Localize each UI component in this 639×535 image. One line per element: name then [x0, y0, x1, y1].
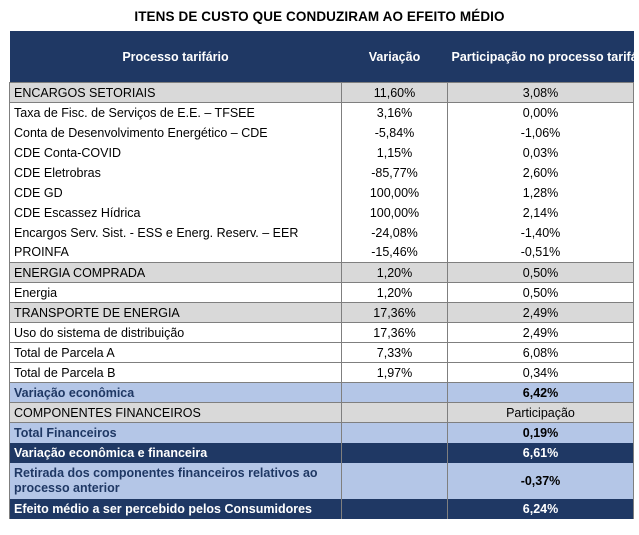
- row-participacao: 0,34%: [447, 362, 634, 383]
- row-label: Total de Parcela B: [9, 362, 342, 383]
- row-participacao: 0,03%: [447, 142, 634, 163]
- table-row: Uso do sistema de distribuição 17,36% 2,…: [9, 322, 634, 343]
- row-label: ENCARGOS SETORIAIS: [9, 82, 342, 103]
- row-variacao: 100,00%: [341, 202, 448, 223]
- table-row: Variação econômica 6,42%: [9, 382, 634, 403]
- row-variacao: -24,08%: [341, 222, 448, 243]
- row-label: Taxa de Fisc. de Serviços de E.E. – TFSE…: [9, 102, 342, 123]
- row-variacao: 17,36%: [341, 302, 448, 323]
- row-variacao: [341, 462, 448, 499]
- row-participacao: 6,61%: [447, 442, 634, 463]
- row-participacao: 1,28%: [447, 182, 634, 203]
- row-participacao: 3,08%: [447, 82, 634, 103]
- header-processo: Processo tarifário: [9, 31, 342, 83]
- row-label: Conta de Desenvolvimento Energético – CD…: [9, 122, 342, 143]
- row-variacao: 17,36%: [341, 322, 448, 343]
- row-label: Retirada dos componentes financeiros rel…: [9, 462, 342, 499]
- row-variacao: [341, 422, 448, 443]
- table-row: CDE Escassez Hídrica 100,00% 2,14%: [9, 202, 634, 223]
- row-participacao: 2,49%: [447, 322, 634, 343]
- row-variacao: 1,15%: [341, 142, 448, 163]
- row-participacao: 2,49%: [447, 302, 634, 323]
- row-label: CDE Escassez Hídrica: [9, 202, 342, 223]
- table-row: CDE Eletrobras -85,77% 2,60%: [9, 162, 634, 183]
- row-variacao: [341, 498, 448, 519]
- table-row: Total de Parcela B 1,97% 0,34%: [9, 362, 634, 383]
- row-label: Total de Parcela A: [9, 342, 342, 363]
- row-label: Variação econômica: [9, 382, 342, 403]
- row-label: Total Financeiros: [9, 422, 342, 443]
- table-row: COMPONENTES FINANCEIROS Participação: [9, 402, 634, 423]
- table-row: Encargos Serv. Sist. - ESS e Energ. Rese…: [9, 222, 634, 243]
- table-row: ENERGIA COMPRADA 1,20% 0,50%: [9, 262, 634, 283]
- row-label: CDE GD: [9, 182, 342, 203]
- row-participacao: 6,08%: [447, 342, 634, 363]
- table-row: Total de Parcela A 7,33% 6,08%: [9, 342, 634, 363]
- row-variacao: -5,84%: [341, 122, 448, 143]
- row-label: PROINFA: [9, 242, 342, 263]
- row-label: COMPONENTES FINANCEIROS: [9, 402, 342, 423]
- row-variacao: 1,20%: [341, 262, 448, 283]
- row-participacao: 2,60%: [447, 162, 634, 183]
- row-variacao: [341, 402, 448, 423]
- row-variacao: 1,20%: [341, 282, 448, 303]
- row-participacao: -1,40%: [447, 222, 634, 243]
- row-label: Encargos Serv. Sist. - ESS e Energ. Rese…: [9, 222, 342, 243]
- table-row: ENCARGOS SETORIAIS 11,60% 3,08%: [9, 82, 634, 103]
- row-label: CDE Eletrobras: [9, 162, 342, 183]
- row-label: TRANSPORTE DE ENERGIA: [9, 302, 342, 323]
- table-row: Efeito médio a ser percebido pelos Consu…: [9, 498, 634, 519]
- row-participacao: 0,19%: [447, 422, 634, 443]
- row-participacao: Participação: [447, 402, 634, 423]
- row-label: Uso do sistema de distribuição: [9, 322, 342, 343]
- row-variacao: 11,60%: [341, 82, 448, 103]
- row-label: ENERGIA COMPRADA: [9, 262, 342, 283]
- row-participacao: 6,24%: [447, 498, 634, 519]
- cost-items-table: Processo tarifário Variação Participação…: [9, 31, 634, 519]
- row-variacao: 100,00%: [341, 182, 448, 203]
- table-row: CDE GD 100,00% 1,28%: [9, 182, 634, 203]
- table-row: Conta de Desenvolvimento Energético – CD…: [9, 122, 634, 143]
- row-label: Energia: [9, 282, 342, 303]
- header-participacao: Participação no processo tarifário: [447, 31, 634, 83]
- row-participacao: 0,50%: [447, 262, 634, 283]
- row-variacao: -85,77%: [341, 162, 448, 183]
- row-variacao: 7,33%: [341, 342, 448, 363]
- row-label: CDE Conta-COVID: [9, 142, 342, 163]
- table-row: Retirada dos componentes financeiros rel…: [9, 462, 634, 499]
- table-row: CDE Conta-COVID 1,15% 0,03%: [9, 142, 634, 163]
- table-row: Total Financeiros 0,19%: [9, 422, 634, 443]
- header-variacao: Variação: [341, 31, 448, 83]
- row-label: Variação econômica e financeira: [9, 442, 342, 463]
- row-variacao: 3,16%: [341, 102, 448, 123]
- row-participacao: -1,06%: [447, 122, 634, 143]
- row-participacao: 0,00%: [447, 102, 634, 123]
- row-participacao: 0,50%: [447, 282, 634, 303]
- row-participacao: 6,42%: [447, 382, 634, 403]
- row-variacao: [341, 442, 448, 463]
- table-row: PROINFA -15,46% -0,51%: [9, 242, 634, 263]
- row-variacao: -15,46%: [341, 242, 448, 263]
- table-row: Taxa de Fisc. de Serviços de E.E. – TFSE…: [9, 102, 634, 123]
- row-participacao: 2,14%: [447, 202, 634, 223]
- row-variacao: [341, 382, 448, 403]
- table-row: Variação econômica e financeira 6,61%: [9, 442, 634, 463]
- row-participacao: -0,51%: [447, 242, 634, 263]
- row-participacao: -0,37%: [447, 462, 634, 499]
- row-label: Efeito médio a ser percebido pelos Consu…: [9, 498, 342, 519]
- header-row: Processo tarifário Variação Participação…: [9, 31, 634, 83]
- table-row: Energia 1,20% 0,50%: [9, 282, 634, 303]
- row-variacao: 1,97%: [341, 362, 448, 383]
- table-row: TRANSPORTE DE ENERGIA 17,36% 2,49%: [9, 302, 634, 323]
- table-title: ITENS DE CUSTO QUE CONDUZIRAM AO EFEITO …: [134, 9, 505, 24]
